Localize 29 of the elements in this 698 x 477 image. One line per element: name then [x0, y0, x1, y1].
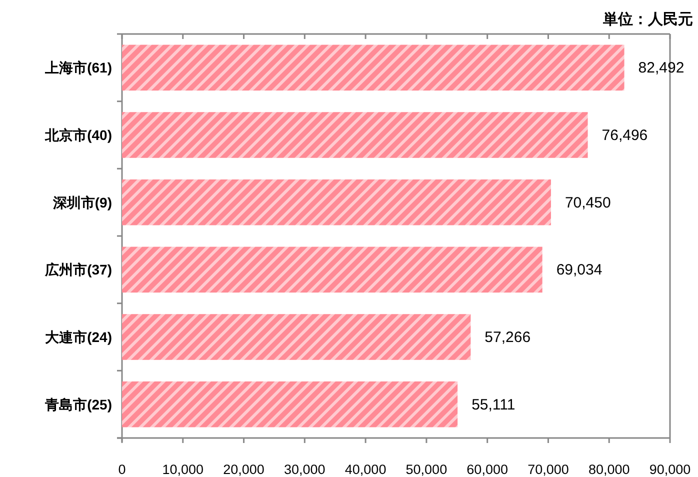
x-tick-label: 80,000 [588, 462, 630, 477]
data-label: 82,492 [638, 60, 684, 77]
bar [122, 179, 551, 226]
bar [122, 44, 624, 91]
y-tick-label: 上海市(61) [44, 60, 112, 76]
data-label: 57,266 [484, 329, 531, 346]
y-tick-label: 深圳市(9) [52, 194, 112, 210]
x-tick-label: 40,000 [344, 462, 386, 477]
bar [122, 381, 458, 428]
bar [122, 246, 542, 293]
y-tick-label: 北京市(40) [44, 127, 112, 143]
x-tick-label: 20,000 [223, 462, 264, 477]
x-tick-label: 60,000 [466, 462, 508, 477]
y-tick-label: 大連市(24) [45, 329, 112, 345]
x-tick-label: 50,000 [406, 462, 448, 477]
x-tick-label: 90,000 [649, 462, 691, 477]
y-tick-label: 広州市(37) [44, 262, 112, 278]
bar [122, 112, 588, 158]
data-label: 69,034 [556, 262, 602, 279]
data-label: 55,111 [472, 396, 516, 414]
data-label: 76,496 [602, 127, 648, 144]
bar [122, 314, 471, 360]
x-tick-label: 30,000 [284, 462, 326, 477]
x-tick-label: 70,000 [528, 462, 569, 477]
x-tick-label: 10,000 [162, 462, 204, 477]
data-label: 70,450 [564, 194, 611, 212]
y-tick-label: 青島市(25) [44, 396, 112, 412]
x-tick-label: 0 [118, 462, 126, 477]
text: 単位：人民元 [602, 11, 693, 28]
